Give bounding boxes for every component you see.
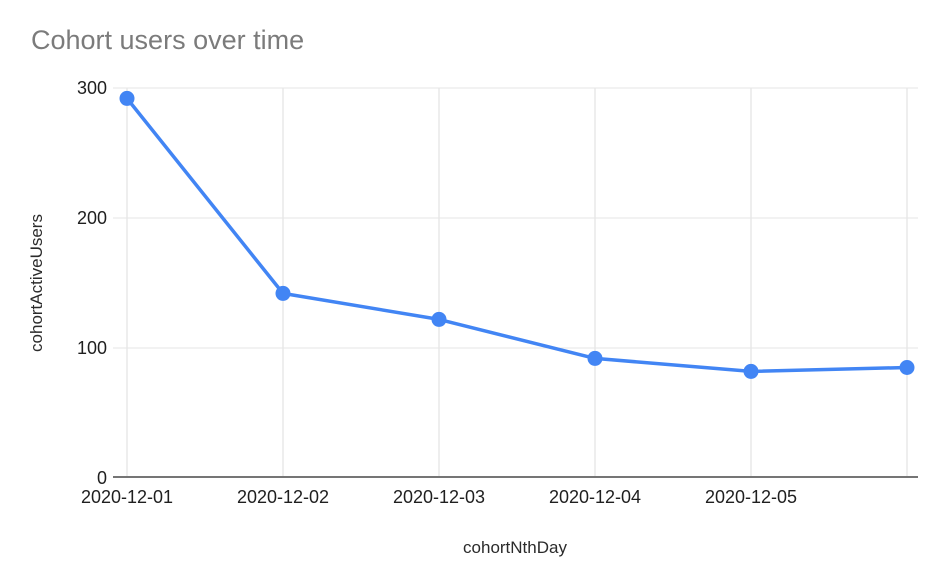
data-point[interactable] [431, 311, 447, 327]
x-tick-label: 2020-12-01 [80, 487, 174, 507]
y-tick-label: 300 [76, 78, 107, 98]
data-point[interactable] [743, 363, 759, 379]
y-tick-label: 100 [76, 338, 107, 358]
x-tick-label: 2020-12-02 [236, 487, 330, 507]
data-point[interactable] [587, 350, 603, 366]
data-point[interactable] [899, 360, 915, 375]
x-tick-label: 2020-12-03 [392, 487, 486, 507]
x-axis-title: cohortNthDay [463, 538, 567, 557]
data-point[interactable] [275, 285, 291, 301]
y-tick-label: 0 [96, 468, 107, 488]
series-line [125, 96, 909, 374]
x-tick-label: 2020-12-04 [548, 487, 642, 507]
y-tick-label: 200 [76, 208, 107, 228]
x-tick-label: 2020-12-05 [704, 487, 798, 507]
chart-title: Cohort users over time [31, 25, 305, 55]
data-point[interactable] [119, 90, 135, 106]
y-axis-title: cohortActiveUsers [27, 214, 46, 352]
